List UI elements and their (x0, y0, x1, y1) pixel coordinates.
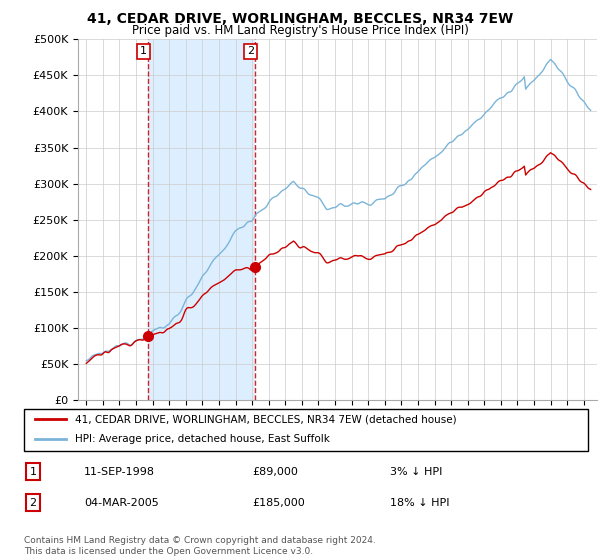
Text: 41, CEDAR DRIVE, WORLINGHAM, BECCLES, NR34 7EW: 41, CEDAR DRIVE, WORLINGHAM, BECCLES, NR… (87, 12, 513, 26)
Text: 18% ↓ HPI: 18% ↓ HPI (390, 498, 449, 507)
Text: £185,000: £185,000 (252, 498, 305, 507)
Text: 41, CEDAR DRIVE, WORLINGHAM, BECCLES, NR34 7EW (detached house): 41, CEDAR DRIVE, WORLINGHAM, BECCLES, NR… (75, 414, 457, 424)
Text: 2: 2 (247, 46, 254, 57)
Bar (148, 39, 255, 400)
Text: 1: 1 (29, 467, 37, 477)
Text: 1: 1 (140, 46, 147, 57)
Text: HPI: Average price, detached house, East Suffolk: HPI: Average price, detached house, East… (75, 434, 329, 444)
Text: Price paid vs. HM Land Registry's House Price Index (HPI): Price paid vs. HM Land Registry's House … (131, 24, 469, 36)
Text: 3% ↓ HPI: 3% ↓ HPI (390, 467, 442, 477)
Text: 11-SEP-1998: 11-SEP-1998 (84, 467, 155, 477)
Text: 04-MAR-2005: 04-MAR-2005 (84, 498, 159, 507)
Text: 2: 2 (29, 498, 37, 507)
Text: Contains HM Land Registry data © Crown copyright and database right 2024.
This d: Contains HM Land Registry data © Crown c… (24, 536, 376, 556)
Text: £89,000: £89,000 (252, 467, 298, 477)
